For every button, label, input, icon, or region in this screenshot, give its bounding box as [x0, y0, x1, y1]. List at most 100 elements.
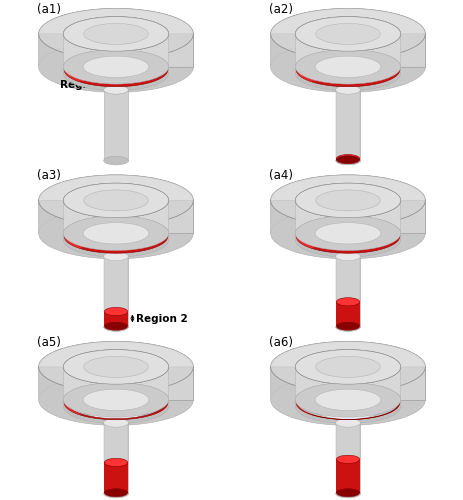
Polygon shape [335, 256, 360, 302]
Ellipse shape [83, 56, 149, 78]
Ellipse shape [104, 322, 127, 330]
Polygon shape [63, 200, 168, 250]
Ellipse shape [83, 398, 149, 419]
Polygon shape [270, 200, 425, 259]
Polygon shape [347, 367, 425, 400]
Polygon shape [295, 226, 316, 248]
Ellipse shape [336, 455, 359, 464]
Polygon shape [270, 8, 425, 67]
Polygon shape [63, 34, 168, 84]
Text: (a6): (a6) [269, 336, 293, 348]
Ellipse shape [84, 356, 148, 378]
Ellipse shape [335, 252, 360, 260]
Ellipse shape [63, 50, 168, 84]
Polygon shape [63, 67, 168, 90]
Ellipse shape [270, 342, 425, 392]
Polygon shape [64, 226, 86, 248]
Text: Region 2: Region 2 [136, 314, 187, 324]
Ellipse shape [63, 183, 168, 218]
Polygon shape [347, 34, 425, 67]
Ellipse shape [63, 183, 168, 218]
Ellipse shape [83, 65, 149, 86]
Ellipse shape [314, 56, 380, 78]
Polygon shape [63, 234, 168, 257]
Polygon shape [38, 367, 193, 426]
Ellipse shape [335, 156, 360, 165]
Ellipse shape [103, 489, 128, 498]
Polygon shape [116, 200, 193, 234]
Ellipse shape [315, 190, 379, 211]
Polygon shape [103, 423, 128, 494]
Polygon shape [335, 423, 360, 494]
Polygon shape [295, 400, 400, 423]
Ellipse shape [38, 8, 193, 60]
Polygon shape [295, 34, 400, 84]
Polygon shape [295, 393, 312, 414]
Polygon shape [63, 367, 168, 417]
Polygon shape [270, 34, 425, 92]
Ellipse shape [104, 458, 127, 466]
Polygon shape [295, 67, 400, 90]
Polygon shape [116, 34, 193, 67]
Polygon shape [335, 256, 360, 327]
Ellipse shape [83, 232, 149, 253]
Ellipse shape [104, 488, 127, 497]
Polygon shape [295, 393, 399, 419]
Ellipse shape [270, 175, 425, 226]
Ellipse shape [103, 252, 128, 260]
Polygon shape [270, 175, 425, 201]
Polygon shape [295, 234, 400, 257]
Ellipse shape [295, 50, 400, 84]
Ellipse shape [103, 252, 128, 260]
Polygon shape [38, 342, 193, 367]
Polygon shape [103, 423, 128, 463]
Ellipse shape [63, 16, 168, 51]
Text: (a5): (a5) [37, 336, 61, 348]
Polygon shape [336, 302, 359, 326]
Ellipse shape [295, 183, 400, 218]
Ellipse shape [335, 489, 360, 498]
Ellipse shape [83, 222, 149, 244]
Polygon shape [270, 342, 425, 400]
Ellipse shape [83, 389, 149, 410]
Ellipse shape [336, 156, 359, 164]
Ellipse shape [314, 65, 380, 86]
Ellipse shape [103, 86, 128, 94]
Polygon shape [38, 342, 193, 400]
Ellipse shape [84, 24, 148, 44]
Polygon shape [64, 393, 168, 419]
Ellipse shape [295, 382, 400, 417]
Ellipse shape [295, 16, 400, 51]
Polygon shape [347, 200, 425, 234]
Polygon shape [335, 423, 360, 460]
Polygon shape [295, 367, 400, 417]
Ellipse shape [336, 154, 359, 162]
Ellipse shape [84, 190, 148, 211]
Ellipse shape [295, 350, 400, 384]
Ellipse shape [295, 183, 400, 218]
Polygon shape [295, 200, 400, 250]
Ellipse shape [38, 342, 193, 392]
Ellipse shape [315, 24, 379, 44]
Ellipse shape [103, 322, 128, 332]
Polygon shape [64, 393, 81, 414]
Polygon shape [270, 342, 425, 367]
Text: (a3): (a3) [37, 169, 61, 182]
Polygon shape [104, 462, 127, 492]
Polygon shape [103, 256, 128, 327]
Polygon shape [295, 226, 399, 253]
Ellipse shape [83, 389, 149, 410]
Ellipse shape [314, 389, 380, 410]
Polygon shape [38, 175, 193, 201]
Ellipse shape [38, 175, 193, 226]
Ellipse shape [63, 16, 168, 51]
Ellipse shape [314, 56, 380, 78]
Polygon shape [104, 312, 127, 326]
Ellipse shape [295, 216, 400, 250]
Polygon shape [336, 460, 359, 492]
Ellipse shape [103, 418, 128, 427]
Polygon shape [336, 158, 359, 160]
Ellipse shape [295, 16, 400, 51]
Text: Region 1: Region 1 [60, 80, 112, 90]
Ellipse shape [83, 56, 149, 78]
